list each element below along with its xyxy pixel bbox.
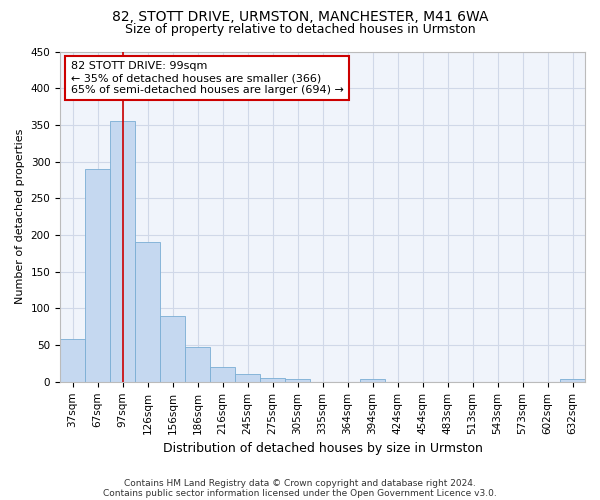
Bar xyxy=(185,348,210,382)
Text: 82 STOTT DRIVE: 99sqm
← 35% of detached houses are smaller (366)
65% of semi-det: 82 STOTT DRIVE: 99sqm ← 35% of detached … xyxy=(71,62,343,94)
Text: Contains HM Land Registry data © Crown copyright and database right 2024.: Contains HM Land Registry data © Crown c… xyxy=(124,478,476,488)
Bar xyxy=(285,379,310,382)
Bar xyxy=(110,121,135,382)
Bar xyxy=(60,339,85,382)
Text: Size of property relative to detached houses in Urmston: Size of property relative to detached ho… xyxy=(125,22,475,36)
X-axis label: Distribution of detached houses by size in Urmston: Distribution of detached houses by size … xyxy=(163,442,482,455)
Bar xyxy=(210,367,235,382)
Bar xyxy=(135,242,160,382)
Bar xyxy=(235,374,260,382)
Text: Contains public sector information licensed under the Open Government Licence v3: Contains public sector information licen… xyxy=(103,488,497,498)
Bar xyxy=(85,169,110,382)
Bar xyxy=(260,378,285,382)
Bar xyxy=(160,316,185,382)
Text: 82, STOTT DRIVE, URMSTON, MANCHESTER, M41 6WA: 82, STOTT DRIVE, URMSTON, MANCHESTER, M4… xyxy=(112,10,488,24)
Bar xyxy=(360,379,385,382)
Y-axis label: Number of detached properties: Number of detached properties xyxy=(15,129,25,304)
Bar xyxy=(560,379,585,382)
